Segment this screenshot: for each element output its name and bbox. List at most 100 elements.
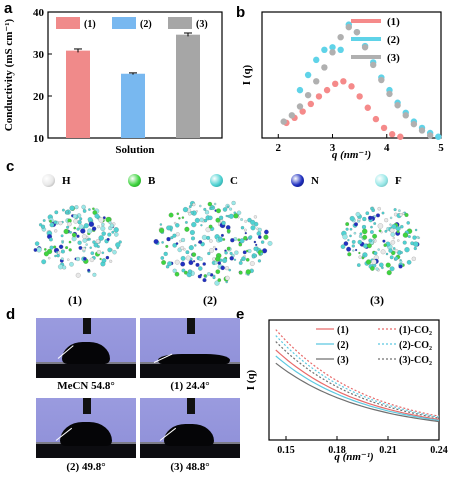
element-symbol: F [395,174,402,187]
atom-3 [396,230,400,234]
atom-1 [78,224,84,230]
atom-2 [220,233,224,237]
atom-2 [215,256,221,262]
atom-3 [392,247,396,250]
atom-2 [207,251,211,256]
atom-3 [385,262,391,268]
atom-1 [96,225,100,229]
atom-1 [60,257,64,261]
legend-swatch-2 [112,17,136,29]
scatter-point-3 [394,102,401,109]
legend-swatch-1 [56,17,80,29]
atom-2 [170,229,173,232]
atom-1 [98,235,104,241]
atom-1 [118,240,122,244]
atom-3 [368,215,373,220]
atom-2 [209,239,213,243]
atom-1 [89,257,95,263]
scatter-point-2 [296,86,304,94]
plot-frame [268,319,440,441]
atom-2 [253,240,257,244]
atom-2 [208,215,213,221]
fluorine-ball-icon [375,174,388,187]
atom-1 [87,217,93,222]
atom-3 [340,244,346,250]
atom-2 [198,256,203,261]
atom-3 [389,223,392,226]
atom-2 [197,274,202,279]
atom-2 [225,266,230,271]
atom-3 [406,260,412,265]
atom-3 [367,243,372,249]
atom-2 [175,242,179,245]
atom-3 [400,225,404,229]
atom-1 [92,240,96,244]
atom-2 [260,240,265,244]
x-tick-label: 0.18 [328,445,346,456]
atom-3 [361,256,365,260]
atom-2 [224,251,228,255]
element-symbol: C [230,174,238,187]
y-axis-label: I (q) [241,64,253,85]
atom-1 [65,210,69,214]
atom-1 [105,216,112,223]
atom-2 [249,261,255,266]
atom-2 [207,272,211,276]
atom-3 [378,262,384,268]
atom-2 [256,231,262,236]
atom-2 [245,249,249,253]
panel-label-e: e [236,306,245,323]
atom-2 [222,257,228,263]
scatter-point-2 [435,133,442,140]
atom-2 [267,241,273,246]
scatter-point-3 [313,78,320,85]
atom-2 [161,260,167,265]
atom-2 [199,217,204,223]
atom-2 [173,221,177,225]
atom-2 [225,214,228,218]
atom-2 [222,207,228,212]
scatter-point-3 [345,23,352,31]
atom-3 [347,252,352,257]
atom-2 [184,226,190,232]
atom-1 [102,216,106,220]
atom-1 [73,218,78,224]
scatter-point-1 [356,93,363,100]
atom-1 [68,240,72,244]
atom-2 [230,238,235,243]
legend-label-4: (2)-CO₂ [399,340,432,351]
atom-3 [368,238,373,243]
scatter-point-3 [353,28,361,36]
atom-1 [68,248,72,252]
atom-1 [77,220,82,225]
atom-2 [193,260,196,263]
legend-label-3: (3) [196,19,208,30]
atom-2 [240,218,244,221]
atom-1 [107,232,112,237]
series-line-4 [275,335,440,418]
atom-1 [71,232,77,238]
atom-2 [214,247,218,251]
atom-2 [161,241,164,244]
atom-1 [82,238,88,243]
atom-1 [72,214,78,219]
atom-1 [114,232,119,237]
atom-1 [101,251,105,255]
atom-3 [384,218,389,223]
atom-2 [181,268,186,273]
atom-3 [402,240,407,245]
atom-1 [53,245,57,249]
atom-3 [388,248,393,253]
atom-3 [412,235,417,240]
atom-1 [109,223,115,228]
atom-2 [250,225,256,231]
atom-1 [62,208,65,212]
atom-2 [184,221,188,224]
atom-1 [89,246,92,249]
atom-1 [43,248,47,251]
scatter-point-3 [410,120,418,128]
atom-2 [238,261,243,265]
y-tick-label: 10 [33,133,45,145]
x-tick-label: 4 [384,142,390,154]
atom-3 [345,227,349,231]
